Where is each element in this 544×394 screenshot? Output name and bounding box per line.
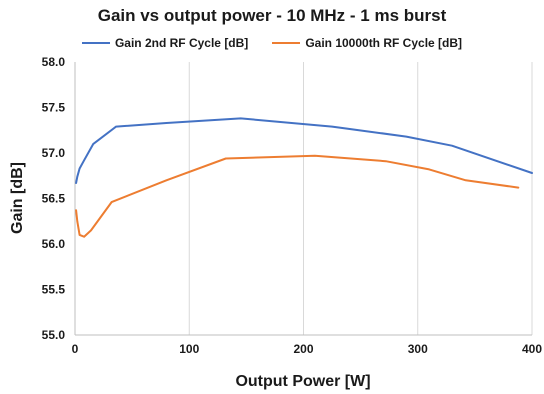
chart-title: Gain vs output power - 10 MHz - 1 ms bur… <box>97 6 447 25</box>
y-tick-label-5: 57.5 <box>42 101 66 115</box>
legend-swatch-series-1 <box>81 42 110 44</box>
y-tick-label-1: 55.5 <box>42 283 66 297</box>
series-line-2 <box>75 154 520 238</box>
series-line-1 <box>75 117 533 184</box>
legend-label-series-2: Gain 10000th RF Cycle [dB] <box>305 36 463 50</box>
legend-swatch-series-2 <box>272 42 301 44</box>
y-tick-label-4: 57.0 <box>42 146 66 160</box>
x-axis-title: Output Power [W] <box>235 373 370 390</box>
x-tick-label-0: 0 <box>72 342 79 356</box>
y-tick-label-2: 56.0 <box>42 237 66 251</box>
legend-label-series-1: Gain 2nd RF Cycle [dB] <box>114 36 249 50</box>
y-tick-label-0: 55.0 <box>42 328 66 342</box>
y-axis-title: Gain [dB] <box>9 162 26 234</box>
x-tick-label-3: 300 <box>408 342 428 356</box>
x-tick-label-1: 100 <box>179 342 199 356</box>
x-tick-label-4: 400 <box>522 342 542 356</box>
x-tick-label-2: 200 <box>293 342 313 356</box>
legend: Gain 2nd RF Cycle [dB] Gain 10000th RF C… <box>0 36 544 50</box>
legend-item-series-1: Gain 2nd RF Cycle [dB] <box>81 36 249 50</box>
legend-item-series-2: Gain 10000th RF Cycle [dB] <box>272 36 462 50</box>
y-tick-label-6: 58.0 <box>42 55 66 69</box>
y-tick-label-3: 56.5 <box>42 192 66 206</box>
